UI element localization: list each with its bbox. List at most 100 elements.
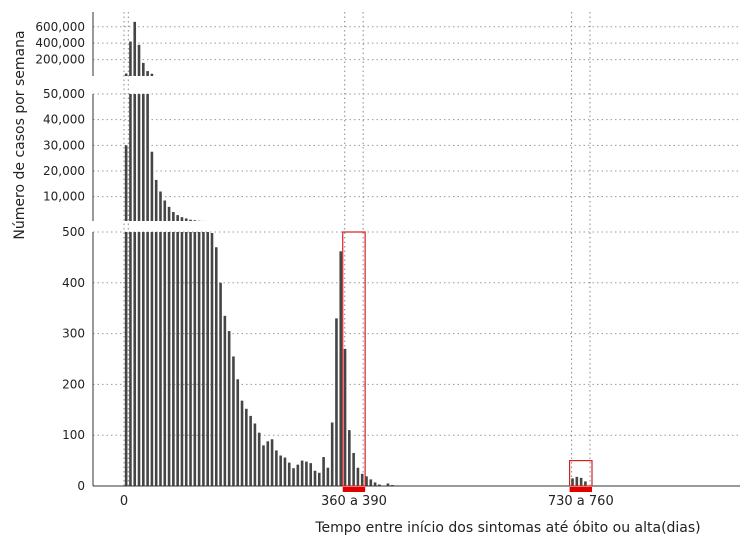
highlight-range-bar [342, 487, 366, 492]
bar [176, 215, 179, 221]
labels: 200,000 400,000 600,000 10,000 20,000 30,000 4… [35, 20, 613, 509]
bar [159, 232, 162, 486]
bar [137, 232, 141, 486]
bar [365, 476, 368, 486]
bar [202, 232, 205, 486]
bar [249, 415, 252, 486]
bar [343, 348, 347, 486]
bar [317, 472, 321, 486]
bar [313, 470, 317, 486]
y-tick-label: 30,000 [43, 138, 85, 152]
bar [296, 464, 300, 486]
bar [214, 247, 218, 486]
bar [146, 232, 149, 486]
bar [339, 251, 343, 486]
bar [146, 71, 149, 76]
bar [184, 218, 188, 221]
bar [176, 232, 179, 486]
bar [571, 478, 574, 486]
bar [197, 232, 201, 486]
bar [257, 432, 261, 486]
bar [180, 217, 184, 221]
bar [390, 484, 394, 486]
bar [386, 483, 390, 486]
bars [124, 21, 587, 486]
bar [584, 481, 587, 486]
bar [270, 439, 274, 486]
highlight-ranges [342, 231, 593, 492]
y-tick-label: 200,000 [35, 53, 85, 67]
bar [348, 430, 351, 486]
y-tick-label: 400 [62, 276, 85, 290]
y-tick-label: 0 [77, 479, 85, 493]
bar [262, 445, 265, 486]
x-tick-label: 730 a 760 [548, 494, 614, 509]
bar [335, 318, 338, 486]
y-tick-label: 200 [62, 377, 85, 391]
bar [172, 212, 175, 221]
bar [129, 94, 132, 221]
bar [232, 356, 235, 486]
y-tick-label: 400,000 [35, 36, 85, 50]
bar [253, 423, 257, 486]
bar [137, 94, 141, 221]
x-tick-label: 0 [120, 494, 128, 509]
bar [137, 44, 141, 76]
axes [92, 12, 740, 487]
bar [124, 145, 128, 221]
bar [283, 457, 287, 486]
bar [159, 191, 162, 221]
highlight-range-bar [569, 487, 592, 492]
bar [369, 479, 373, 486]
bar [129, 232, 132, 486]
bar [163, 200, 167, 221]
bar [326, 467, 330, 486]
bar [300, 460, 304, 486]
bar [373, 482, 377, 486]
bar [189, 232, 192, 486]
bar [193, 232, 197, 486]
bar [227, 331, 231, 486]
bar [124, 232, 128, 486]
bar [575, 476, 579, 486]
bar [266, 441, 270, 486]
highlight-box [342, 231, 366, 487]
y-tick-label: 300 [62, 327, 85, 341]
bar [305, 461, 308, 486]
bar [142, 232, 145, 486]
bar [309, 463, 313, 486]
bar [124, 73, 128, 76]
bar [133, 21, 137, 76]
bar [356, 467, 360, 486]
bar [189, 219, 192, 221]
bar [322, 457, 325, 486]
bar [142, 62, 145, 76]
bar [279, 455, 282, 486]
bar [150, 73, 154, 76]
y-tick-label: 10,000 [43, 190, 85, 204]
y-tick-label: 100 [62, 428, 85, 442]
bar [154, 179, 158, 221]
bar [360, 473, 364, 486]
bar [180, 232, 184, 486]
bar [240, 400, 244, 486]
bar [184, 232, 188, 486]
y-tick-label: 40,000 [43, 113, 85, 127]
bar [219, 282, 222, 486]
x-axis-title: Tempo entre início dos sintomas até óbit… [314, 520, 700, 536]
y-tick-label: 500 [62, 225, 85, 239]
highlight-box [569, 460, 593, 487]
bar [167, 206, 171, 221]
bar [172, 232, 175, 486]
bar [142, 94, 145, 221]
bar [154, 232, 158, 486]
bar [206, 232, 209, 486]
x-tick-label: 360 a 390 [321, 494, 387, 509]
bar [129, 41, 132, 76]
bar [163, 232, 167, 486]
bar [167, 232, 171, 486]
bar [236, 379, 240, 486]
y-tick-label: 600,000 [35, 20, 85, 34]
bar [146, 94, 149, 221]
